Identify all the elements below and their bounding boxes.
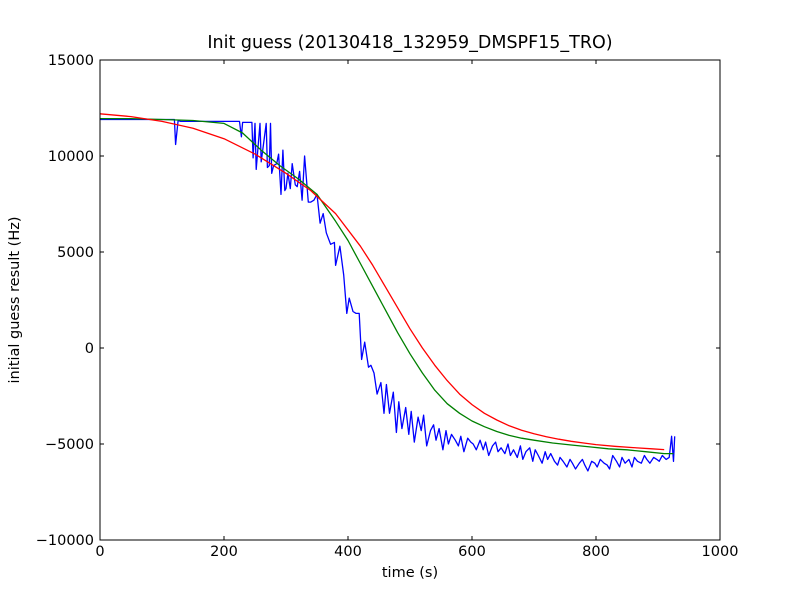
series-layer xyxy=(100,113,676,472)
x-tick-labels: 0 200 400 600 800 1000 xyxy=(95,544,738,560)
y-tick-label: −5000 xyxy=(45,437,94,453)
axes-background xyxy=(100,60,720,540)
series-line-0 xyxy=(100,118,676,472)
x-tick-label: 1000 xyxy=(702,544,739,560)
plot-area xyxy=(99,59,721,541)
y-tick-labels: −10000 −5000 0 5000 10000 15000 xyxy=(36,53,94,549)
x-tick-label: 400 xyxy=(334,544,362,560)
y-tick-label: 0 xyxy=(85,341,94,357)
y-axis-label: initial guess result (Hz) xyxy=(7,217,23,384)
axes-frame xyxy=(99,59,721,541)
x-tick-label: 200 xyxy=(210,544,238,560)
x-tick-label: 800 xyxy=(582,544,610,560)
series-line-1 xyxy=(100,117,674,455)
x-tick-label: 0 xyxy=(95,544,104,560)
x-tick-label: 600 xyxy=(458,544,486,560)
y-tick-label: −10000 xyxy=(36,533,94,549)
y-tick-label: 15000 xyxy=(48,53,94,69)
chart-title: Init guess (20130418_132959_DMSPF15_TRO) xyxy=(207,33,612,53)
x-axis-label: time (s) xyxy=(382,565,438,581)
y-tick-label: 5000 xyxy=(57,245,94,261)
series-line-2 xyxy=(100,113,665,451)
y-tick-label: 10000 xyxy=(48,149,94,165)
